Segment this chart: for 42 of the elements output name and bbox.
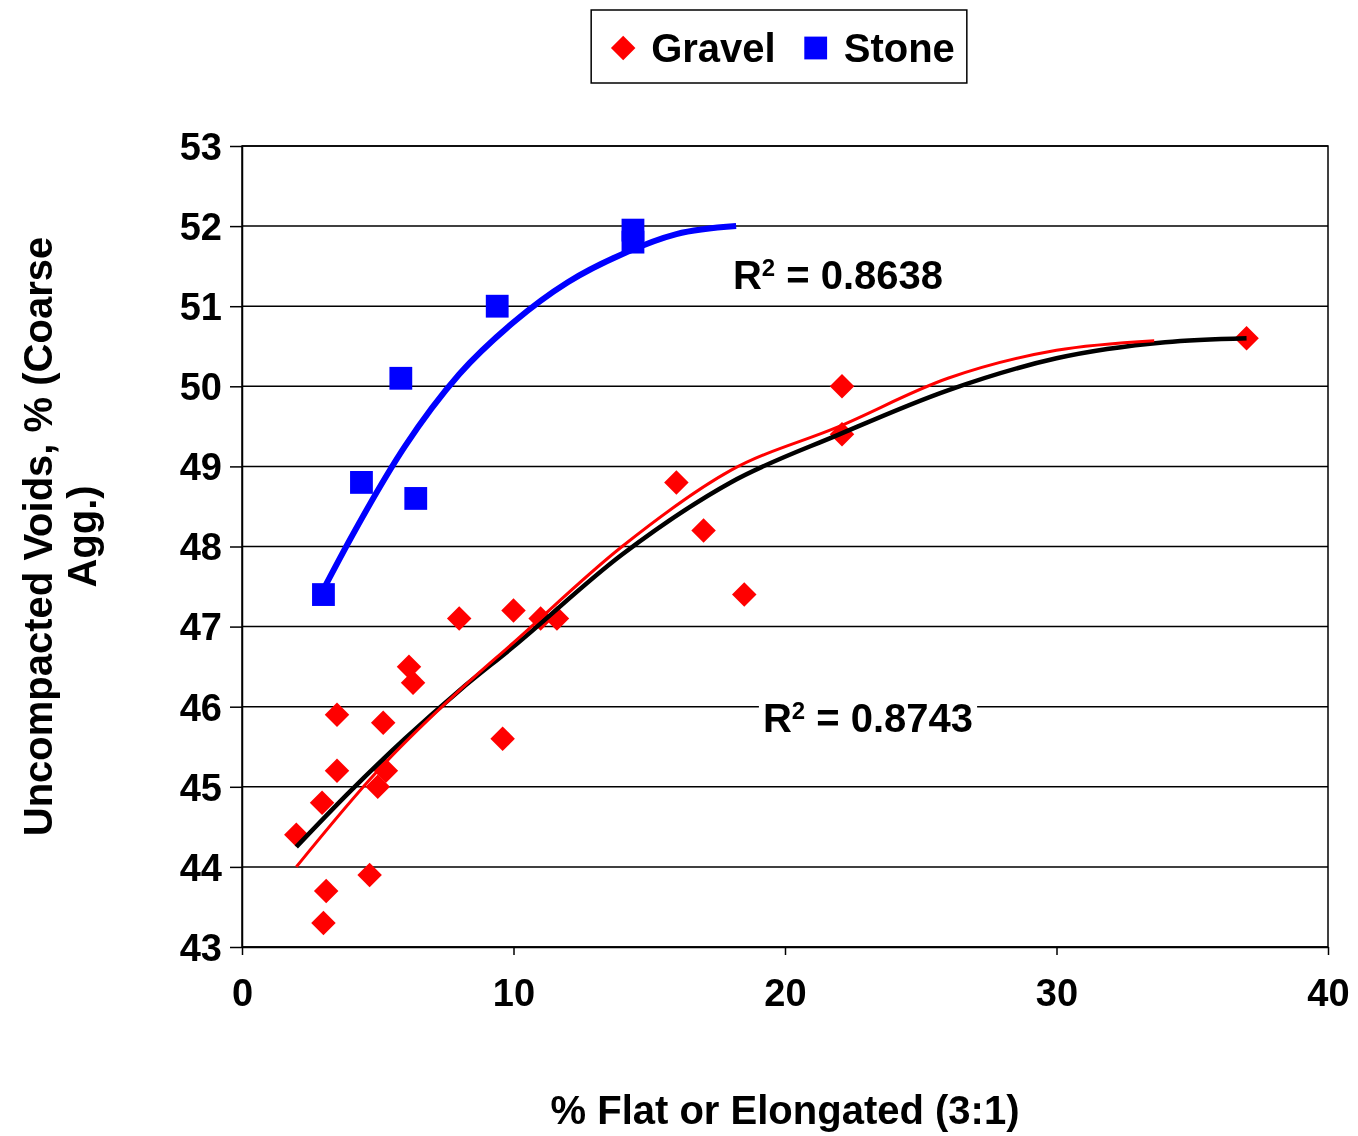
point [485,294,509,318]
point [389,366,413,390]
point [400,670,426,695]
point [309,790,335,816]
annotation: R$^{2}$ = 0.8743 [762,696,974,740]
point [324,758,350,784]
point [501,598,526,623]
point [732,582,757,607]
y-tick-label: 43 [179,926,222,969]
point [313,878,339,904]
point [446,606,472,631]
y-tick-label: 47 [179,606,222,649]
y-tick-label: 45 [179,766,222,809]
point [357,862,382,888]
y-axis-title: Uncompacted Voids, % (Coarse Agg.) [16,236,104,837]
y-tick-label: 48 [179,526,222,569]
legend-label: Gravel [651,26,776,70]
legend-label: Stone [843,26,955,70]
y-tick-label: 49 [179,446,222,489]
x-axis-title: % Flat or Elongated (3:1) [550,1088,1020,1132]
point [404,487,428,510]
point [311,910,336,936]
point [365,774,390,800]
point [490,726,515,751]
point [370,710,396,735]
point [324,702,350,727]
x-tick-label: 30 [1035,971,1079,1014]
point [829,374,855,399]
point [691,518,716,543]
y-tick-label: 51 [179,286,222,328]
y-tick-label: 53 [179,125,222,168]
y-tick-label: 46 [179,686,222,729]
point [350,471,373,494]
y-tick-label: 52 [179,205,222,248]
x-tick-label: 20 [764,971,807,1014]
x-tick-label: 10 [492,971,536,1014]
x-tick-label: 0 [231,971,254,1014]
annotation: R$^{2}$ = 0.8638 [732,253,944,297]
x-tick-label: 40 [1307,971,1350,1014]
point [664,470,689,495]
y-tick-label: 44 [179,846,222,889]
y-tick-label: 50 [179,366,222,409]
